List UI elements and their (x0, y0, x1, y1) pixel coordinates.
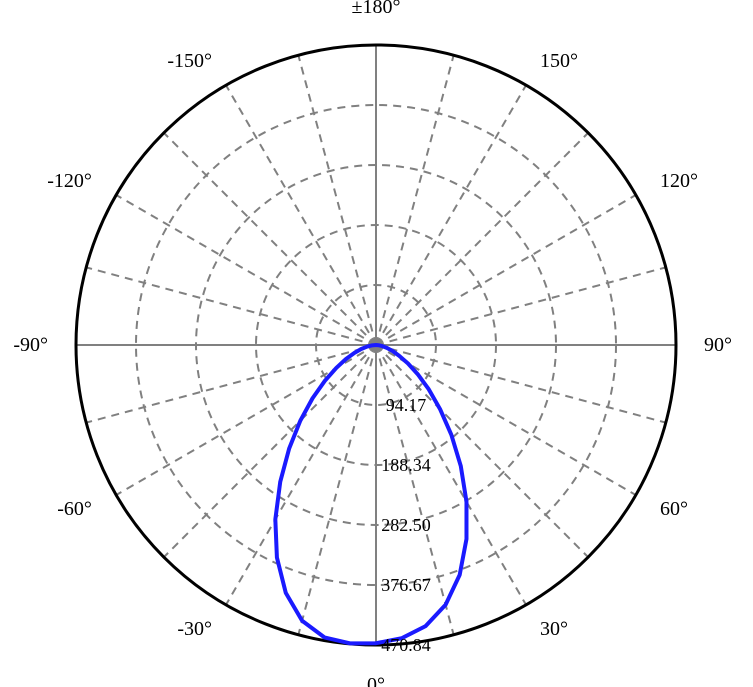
angle-label: 60° (660, 498, 688, 520)
polar-chart: 94.17 188.34 282.50 376.67 470.84 0° 30° 60° 90°… (0, 0, 753, 687)
angle-label: 0° (367, 674, 385, 687)
angle-label: 150° (540, 50, 578, 72)
radial-tick-label: 470.84 (381, 635, 431, 655)
angle-label: 120° (660, 170, 698, 192)
radial-tick-label: 188.34 (381, 455, 431, 475)
angle-label: -150° (167, 50, 212, 72)
angle-label: -60° (57, 498, 92, 520)
angle-label: 90° (704, 334, 732, 356)
angle-label: -90° (13, 334, 48, 356)
radial-tick-label: 282.50 (381, 515, 431, 535)
radial-tick-label: 376.67 (381, 575, 431, 595)
angle-label: 30° (540, 618, 568, 640)
angle-label: -30° (177, 618, 212, 640)
angle-label: ±180° (352, 0, 401, 18)
radial-tick-label: 94.17 (386, 395, 427, 415)
angle-label: -120° (47, 170, 92, 192)
